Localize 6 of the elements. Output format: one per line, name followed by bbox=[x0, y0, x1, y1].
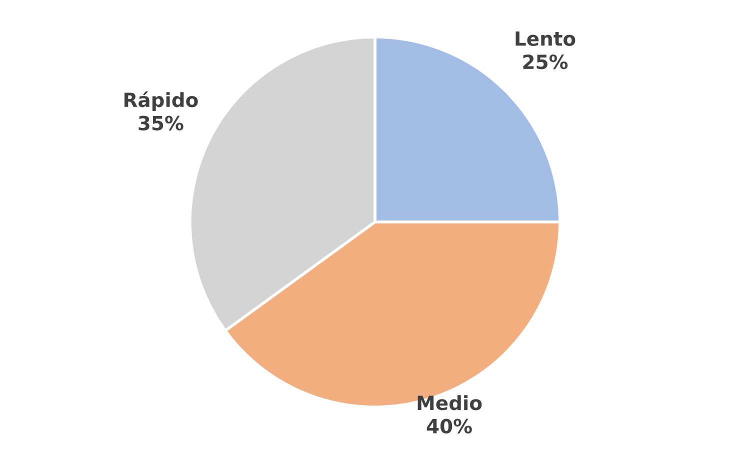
data-label: 40% bbox=[426, 418, 472, 434]
slice-label: Rápido bbox=[124, 91, 198, 111]
slice-label: Medio bbox=[418, 395, 482, 410]
data-label: 35% bbox=[138, 116, 184, 130]
data-label: 25% bbox=[523, 54, 568, 70]
slice-label: Lento bbox=[516, 32, 576, 46]
